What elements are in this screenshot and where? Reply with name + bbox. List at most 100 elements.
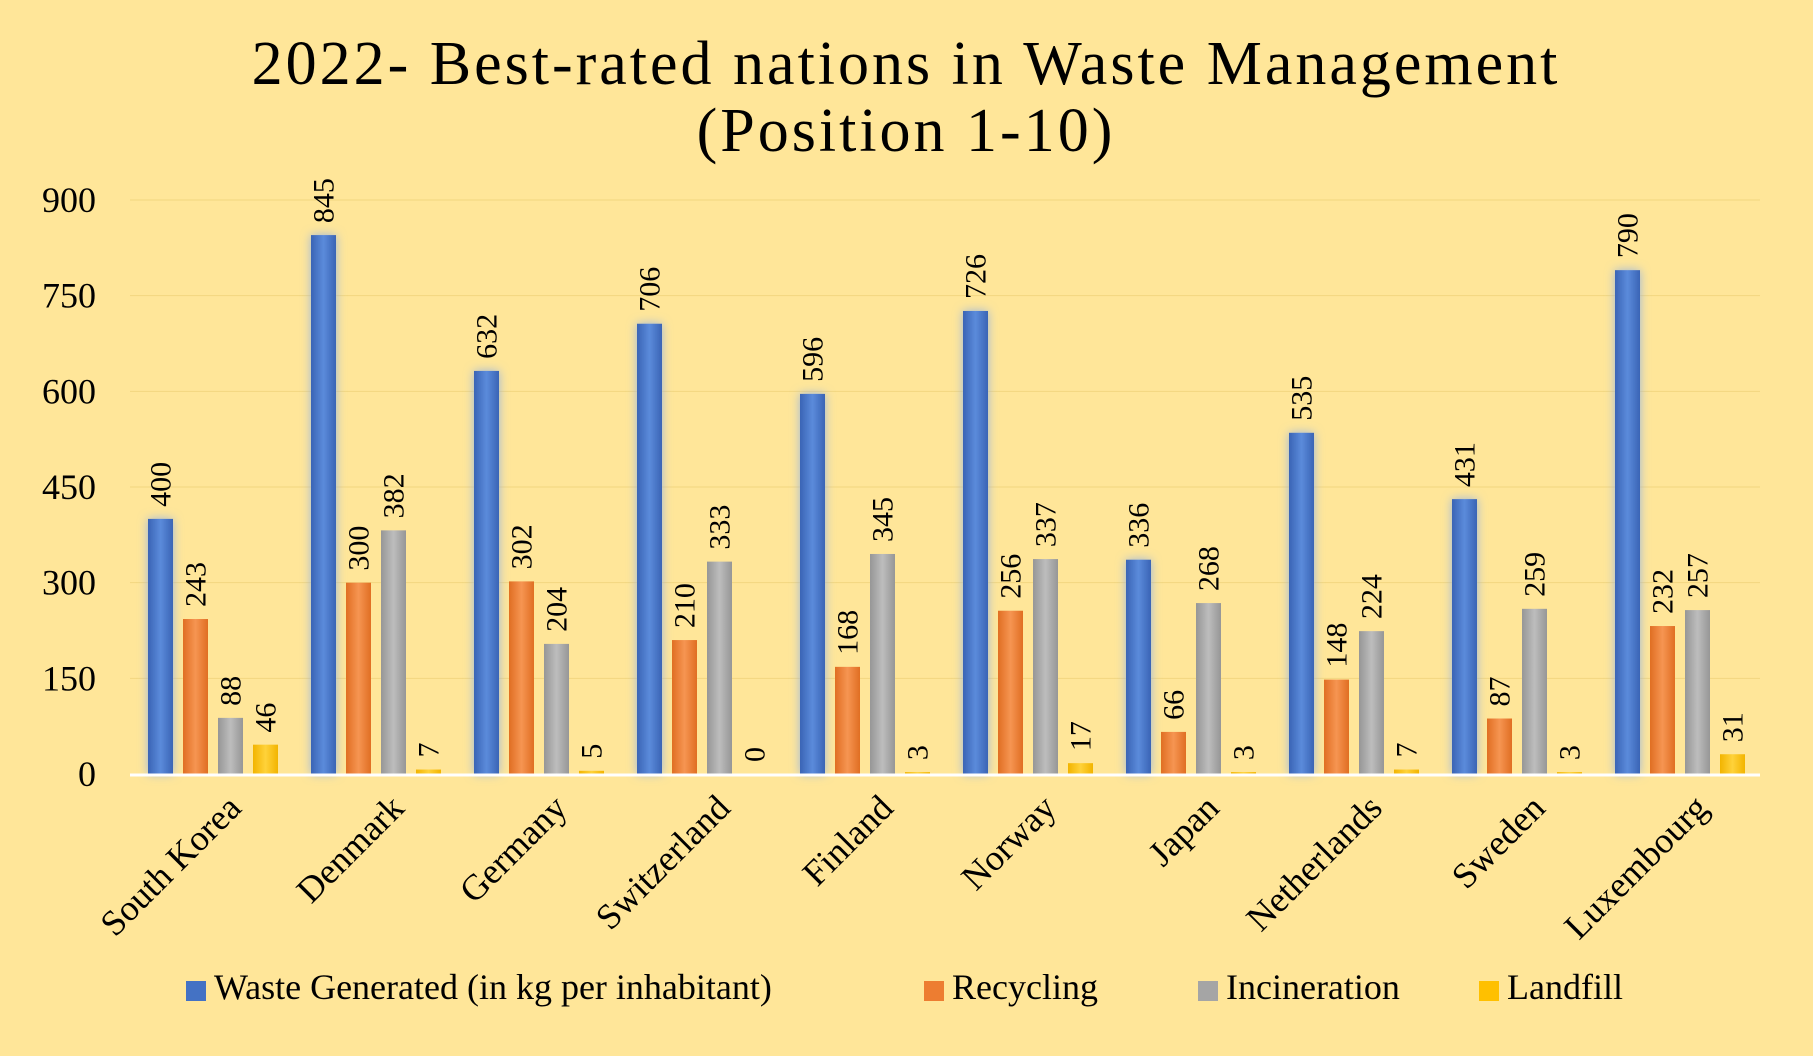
category-label: Denmark [289, 787, 412, 910]
y-tick-label: 450 [42, 467, 96, 507]
data-label: 382 [378, 473, 411, 518]
data-label: 168 [832, 610, 865, 655]
bar-recycling-netherlands [1324, 679, 1349, 774]
y-tick-label: 900 [42, 180, 96, 220]
data-label: 31 [1717, 712, 1750, 742]
category-label: Norway [953, 787, 1063, 897]
bar-waste-sweden [1452, 499, 1477, 774]
data-label: 845 [308, 178, 341, 223]
data-label: 345 [867, 497, 900, 542]
data-label: 706 [634, 267, 667, 312]
bar-waste-south-korea [148, 518, 173, 774]
bar-incineration-sweden [1522, 608, 1547, 774]
data-label: 632 [471, 314, 504, 359]
bar-incineration-south-korea [218, 717, 243, 774]
legend-label: Incineration [1226, 967, 1400, 1007]
data-label: 257 [1682, 553, 1715, 598]
y-tick-label: 300 [42, 563, 96, 603]
data-label: 87 [1484, 677, 1517, 707]
category-label: Japan [1140, 787, 1226, 873]
bar-landfill-norway [1068, 763, 1093, 774]
data-label: 790 [1612, 213, 1645, 258]
category-label: Netherlands [1238, 787, 1389, 938]
category-label: Switzerland [588, 787, 738, 937]
chart-subtitle: (Position 1-10) [697, 97, 1116, 165]
x-axis-category-labels: South Korea Denmark Germany Switzerland Finl… [92, 787, 1715, 946]
y-tick-label: 600 [42, 371, 96, 411]
category-label: Sweden [1444, 787, 1553, 896]
data-label: 210 [669, 583, 702, 628]
bar-recycling-norway [998, 610, 1023, 774]
data-label: 300 [343, 526, 376, 571]
data-label: 88 [215, 676, 248, 706]
bar-landfill-netherlands [1394, 769, 1419, 774]
data-label: 3 [1554, 745, 1587, 760]
bar-waste-germany [474, 370, 499, 774]
data-label: 148 [1321, 623, 1354, 668]
bar-recycling-japan [1161, 731, 1186, 774]
data-label: 3 [1228, 745, 1261, 760]
data-label: 337 [1030, 502, 1063, 547]
legend-swatch [1198, 981, 1218, 1001]
data-label: 7 [1391, 743, 1424, 758]
bar-waste-netherlands [1289, 432, 1314, 774]
bar-landfill-south-korea [253, 744, 278, 774]
legend-label: Waste Generated (in kg per inhabitant) [214, 967, 772, 1007]
category-label: South Korea [92, 787, 248, 943]
bar-recycling-switzerland [672, 640, 697, 774]
bar-waste-denmark [311, 235, 336, 775]
data-label: 66 [1158, 690, 1191, 720]
data-labels: 4002438846845300382763230220457062103330… [145, 178, 1750, 762]
legend: Waste Generated (in kg per inhabitant) Re… [186, 967, 1623, 1007]
data-label: 302 [506, 524, 539, 569]
bar-landfill-sweden [1557, 772, 1582, 774]
data-label: 256 [995, 554, 1028, 599]
bar-landfill-germany [579, 770, 604, 774]
bar-waste-japan [1126, 559, 1151, 774]
legend-label: Landfill [1507, 967, 1623, 1007]
bar-waste-switzerland [637, 323, 662, 774]
chart-title: 2022- Best-rated nations in Waste Manage… [252, 30, 1561, 98]
bar-incineration-germany [544, 643, 569, 774]
category-label: Luxembourg [1556, 787, 1715, 946]
bar-incineration-japan [1196, 603, 1221, 774]
y-tick-label: 150 [42, 658, 96, 698]
data-label: 7 [413, 743, 446, 758]
y-axis-tick-labels: 0 150 300 450 600 750 900 [42, 180, 96, 794]
data-label: 243 [180, 562, 213, 607]
bar-waste-norway [963, 310, 988, 774]
data-label: 336 [1123, 503, 1156, 548]
data-label: 400 [145, 462, 178, 507]
bar-landfill-japan [1231, 772, 1256, 774]
bar-recycling-south-korea [183, 619, 208, 774]
data-label: 259 [1519, 552, 1552, 597]
data-label: 3 [902, 745, 935, 760]
legend-swatch [1479, 981, 1499, 1001]
data-label: 204 [541, 587, 574, 632]
data-label: 0 [739, 747, 772, 762]
data-label: 431 [1449, 442, 1482, 487]
bar-recycling-finland [835, 666, 860, 774]
y-tick-label: 750 [42, 276, 96, 316]
bar-recycling-denmark [346, 582, 371, 774]
data-label: 224 [1356, 574, 1389, 619]
bar-waste-luxembourg [1615, 270, 1640, 774]
data-label: 268 [1193, 546, 1226, 591]
bar-incineration-luxembourg [1685, 610, 1710, 774]
category-label: Finland [795, 787, 901, 893]
data-label: 596 [797, 337, 830, 382]
y-tick-label: 0 [78, 754, 96, 794]
legend-swatch [924, 981, 944, 1001]
bar-recycling-sweden [1487, 718, 1512, 774]
legend-label: Recycling [952, 967, 1098, 1007]
bar-incineration-netherlands [1359, 631, 1384, 774]
bars [148, 235, 1745, 775]
data-label: 726 [960, 254, 993, 299]
bar-recycling-germany [509, 581, 534, 774]
legend-swatch [186, 981, 206, 1001]
bar-incineration-norway [1033, 559, 1058, 774]
data-label: 46 [250, 703, 283, 733]
data-label: 232 [1647, 569, 1680, 614]
